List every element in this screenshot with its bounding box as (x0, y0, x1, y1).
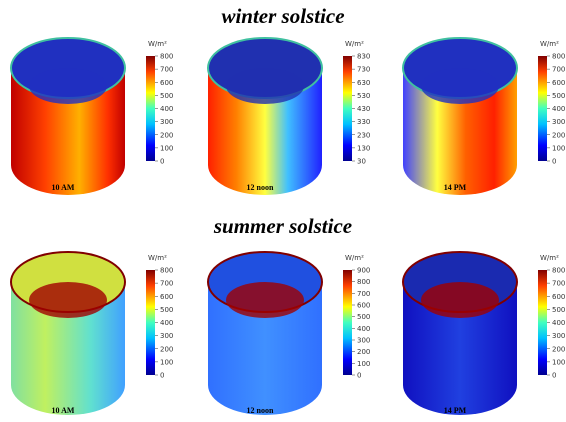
row-title: summer solstice (213, 214, 352, 238)
colorbar-label: 0 (552, 158, 556, 166)
colorbar (538, 270, 547, 375)
colorbar-label: 330 (357, 118, 370, 126)
colorbar-label: 700 (357, 290, 370, 298)
colorbar-label: 400 (552, 105, 565, 113)
colorbar-label: 230 (357, 131, 370, 139)
colorbar-label: 200 (552, 131, 565, 139)
colorbar-label: 200 (552, 345, 565, 353)
colorbar-label: 300 (552, 332, 565, 340)
time-label: 14 PM (444, 406, 467, 415)
colorbar-label: 600 (552, 79, 565, 87)
unit-label: W/m² (148, 254, 167, 262)
colorbar-label: 300 (160, 332, 173, 340)
colorbar (343, 270, 352, 375)
cylinder-floor (29, 68, 107, 104)
colorbar (146, 56, 155, 161)
colorbar (343, 56, 352, 161)
colorbar (538, 56, 547, 161)
colorbar (146, 270, 155, 375)
colorbar-label: 500 (357, 313, 370, 321)
colorbar-label: 300 (160, 118, 173, 126)
colorbar-label: 600 (160, 293, 173, 301)
colorbar-label: 600 (357, 302, 370, 310)
colorbar-label: 300 (357, 337, 370, 345)
unit-label: W/m² (345, 254, 364, 262)
colorbar-label: 700 (552, 280, 565, 288)
unit-label: W/m² (148, 40, 167, 48)
colorbar-label: 0 (160, 158, 164, 166)
colorbar-label: 900 (357, 267, 370, 275)
time-label: 10 AM (52, 406, 75, 415)
colorbar-label: 100 (552, 358, 565, 366)
colorbar-label: 30 (357, 158, 366, 166)
row-title: winter solstice (221, 4, 344, 28)
colorbar-label: 500 (160, 306, 173, 314)
colorbar-label: 100 (160, 358, 173, 366)
colorbar-label: 100 (552, 144, 565, 152)
cylinder-floor (29, 282, 107, 318)
colorbar-label: 700 (160, 66, 173, 74)
colorbar-label: 700 (160, 280, 173, 288)
colorbar-label: 700 (552, 66, 565, 74)
colorbar-label: 200 (160, 345, 173, 353)
colorbar-label: 400 (160, 319, 173, 327)
colorbar-label: 630 (357, 79, 370, 87)
cylinder-floor (226, 68, 304, 104)
colorbar-label: 0 (357, 372, 361, 380)
unit-label: W/m² (540, 254, 559, 262)
unit-label: W/m² (540, 40, 559, 48)
colorbar-label: 600 (160, 79, 173, 87)
colorbar-label: 400 (357, 325, 370, 333)
colorbar-label: 800 (552, 53, 565, 61)
colorbar-label: 200 (160, 131, 173, 139)
colorbar-label: 400 (552, 319, 565, 327)
colorbar-label: 0 (160, 372, 164, 380)
time-label: 10 AM (52, 183, 75, 192)
colorbar-label: 100 (357, 360, 370, 368)
colorbar-label: 100 (160, 144, 173, 152)
colorbar-label: 0 (552, 372, 556, 380)
colorbar-label: 800 (552, 267, 565, 275)
colorbar-label: 300 (552, 118, 565, 126)
cylinder-floor (421, 68, 499, 104)
colorbar-label: 400 (160, 105, 173, 113)
colorbar-label: 200 (357, 348, 370, 356)
cylinder-floor (421, 282, 499, 318)
colorbar-label: 730 (357, 66, 370, 74)
colorbar-label: 500 (552, 306, 565, 314)
colorbar-label: 430 (357, 105, 370, 113)
time-label: 12 noon (247, 406, 274, 415)
figure: winter solsticeW/m²800700600500400300200… (0, 0, 566, 422)
colorbar-label: 800 (160, 267, 173, 275)
colorbar-label: 800 (160, 53, 173, 61)
colorbar-label: 800 (357, 278, 370, 286)
cylinder-floor (226, 282, 304, 318)
colorbar-label: 830 (357, 53, 370, 61)
unit-label: W/m² (345, 40, 364, 48)
time-label: 14 PM (444, 183, 467, 192)
colorbar-label: 130 (357, 144, 370, 152)
colorbar-label: 500 (552, 92, 565, 100)
colorbar-label: 500 (160, 92, 173, 100)
time-label: 12 noon (247, 183, 274, 192)
colorbar-label: 530 (357, 92, 370, 100)
colorbar-label: 600 (552, 293, 565, 301)
